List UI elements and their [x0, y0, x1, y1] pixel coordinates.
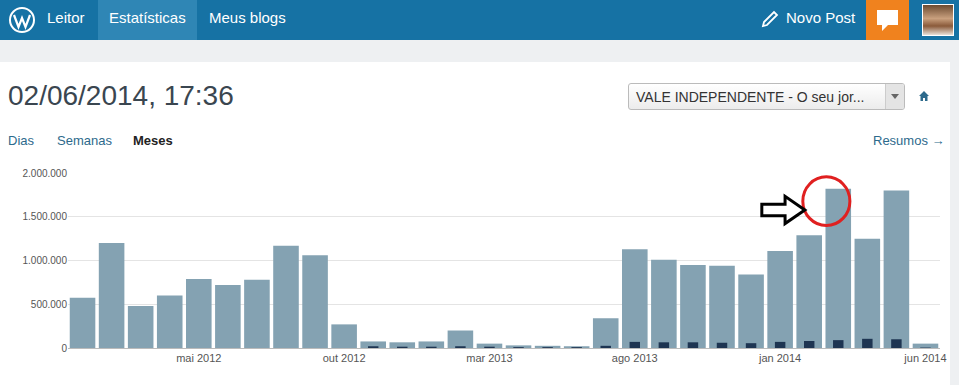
svg-text:mar 2013: mar 2013 [466, 352, 512, 364]
html-text:Resumos →: Resumos → [873, 133, 945, 148]
html-text:02/06/2014, 17:36: 02/06/2014, 17:36 [8, 80, 234, 111]
svg-text:2.000.000: 2.000.000 [23, 168, 68, 179]
html-text:Novo Post: Novo Post [786, 9, 856, 26]
svg-text:mai 2012: mai 2012 [176, 352, 221, 364]
html-text:Dias: Dias [8, 133, 34, 148]
html-text:Semanas: Semanas [57, 133, 112, 148]
html-text:Meses: Meses [133, 133, 173, 148]
svg-text:jan 2014: jan 2014 [758, 352, 801, 364]
html-text:Leitor: Leitor [47, 9, 85, 26]
svg-text:jun 2014: jun 2014 [903, 352, 946, 364]
html-text:Estatísticas: Estatísticas [109, 9, 186, 26]
html-text:VALE INDEPENDENTE - O seu jor.: VALE INDEPENDENTE - O seu jor... [636, 89, 865, 105]
svg-text:out 2012: out 2012 [323, 352, 366, 364]
svg-text:0: 0 [61, 343, 67, 354]
svg-text:1.500.000: 1.500.000 [23, 211, 68, 222]
svg-text:1.000.000: 1.000.000 [23, 255, 68, 266]
svg-text:ago 2013: ago 2013 [612, 352, 658, 364]
svg-text:500.000: 500.000 [31, 299, 68, 310]
html-text:Meus blogs: Meus blogs [209, 9, 286, 26]
